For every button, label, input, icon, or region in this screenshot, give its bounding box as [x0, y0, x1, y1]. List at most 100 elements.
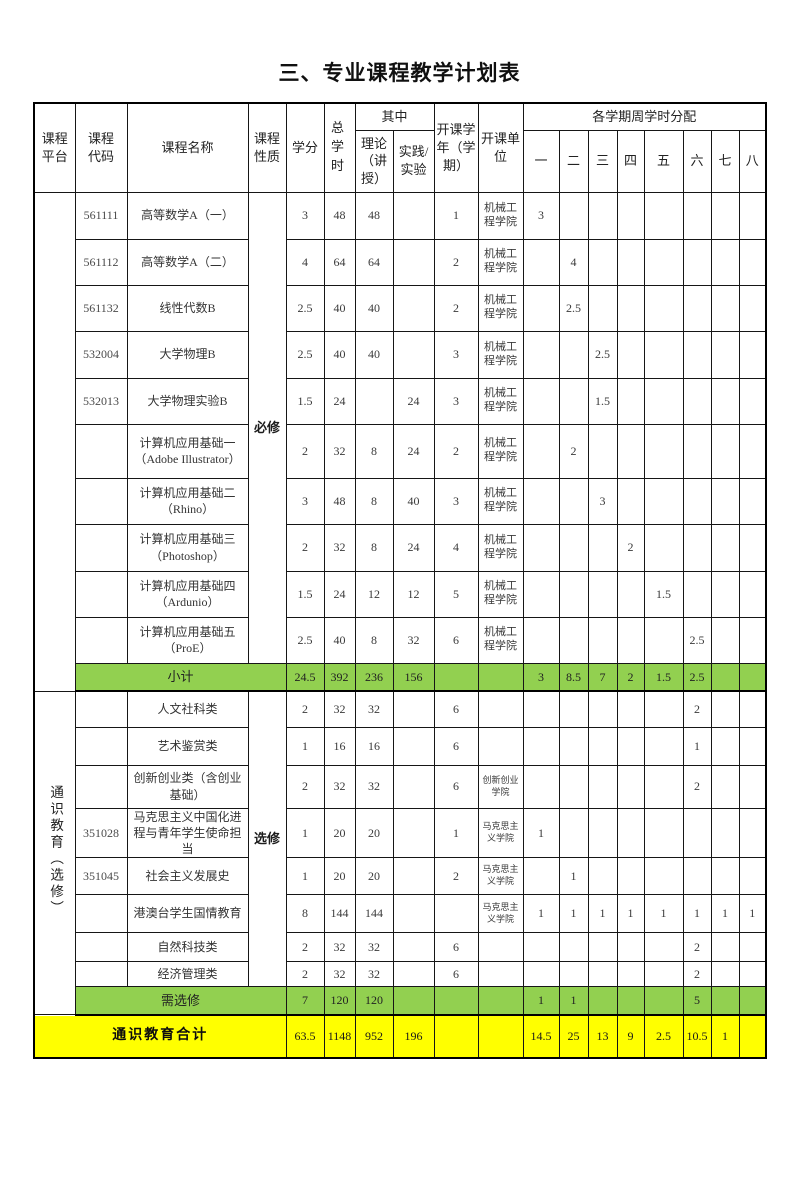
theory-cell: 32: [354, 932, 394, 963]
unit-cell: 马克思主义学院: [477, 807, 524, 859]
weekly-sem-3-cell: [587, 238, 618, 286]
theory-cell: 8: [354, 477, 394, 525]
weekly-sem-6-cell: [682, 477, 712, 525]
weekly-sem-6-cell: [682, 377, 712, 425]
total-cell: 32: [323, 523, 356, 572]
weekly-sem-5-cell: [643, 191, 684, 240]
weekly-sem-2-cell: 8.5: [558, 662, 589, 692]
header-row-1: 课程平台 课程代码 课程名称 课程性质 学分 总学时 其中 开课学年（学期） 开…: [33, 102, 767, 193]
weekly-sem-7-cell: [710, 690, 740, 728]
course-row: 计算机应用基础四（Ardunio） 1.5 24 12 12 5 机械工程学院 1.5: [34, 570, 767, 618]
course-name-cell: 高等数学A（一）: [126, 191, 249, 240]
weekly-sem-8-cell: [738, 764, 767, 809]
theory-cell: 952: [354, 1014, 394, 1059]
weekly-sem-7-cell: [710, 330, 740, 379]
course-code-cell: [74, 932, 128, 963]
weekly-sem-3-cell: [587, 857, 618, 896]
total-cell: 32: [323, 690, 356, 728]
course-name-cell: 大学物理实验B: [126, 377, 249, 425]
course-row: 创新创业类（含创业基础） 2 32 32 6 创新创业学院 2: [34, 764, 767, 809]
total-cell: 40: [323, 284, 356, 332]
theory-cell: 144: [354, 894, 394, 934]
credits-cell: 2: [285, 423, 325, 479]
practice-cell: [392, 986, 435, 1016]
unit-cell: 创新创业学院: [477, 764, 524, 809]
theory-cell: 48: [354, 191, 394, 240]
weekly-sem-6-cell: [682, 523, 712, 572]
weekly-sem-7-cell: [710, 807, 740, 859]
total-cell: 16: [323, 726, 356, 766]
weekly-sem-2-cell: [558, 477, 589, 525]
weekly-sem-8-cell: [738, 857, 767, 896]
total-cell: 32: [323, 932, 356, 963]
term-cell: [433, 894, 479, 934]
weekly-sem-4-cell: [616, 377, 645, 425]
weekly-sem-6-cell: 2: [682, 961, 712, 988]
credits-cell: 1.5: [285, 570, 325, 618]
weekly-sem-4-cell: 2: [616, 662, 645, 692]
weekly-sem-1-cell: 3: [522, 191, 560, 240]
term-cell: 6: [433, 616, 479, 664]
weekly-sem-5-cell: [643, 690, 684, 728]
weekly-sem-7-cell: [710, 523, 740, 572]
weekly-sem-8-cell: [738, 932, 767, 963]
header-practice: 实践/实验: [392, 129, 435, 193]
practice-cell: 40: [392, 477, 435, 525]
weekly-sem-3-cell: 1: [587, 894, 618, 934]
weekly-sem-6-cell: [682, 570, 712, 618]
total-cell: 32: [323, 961, 356, 988]
weekly-sem-2-cell: 2: [558, 423, 589, 479]
weekly-sem-7-cell: [710, 616, 740, 664]
header-weekly-title: 各学期周学时分配: [522, 102, 767, 131]
term-cell: 5: [433, 570, 479, 618]
weekly-sem-1-cell: 1: [522, 807, 560, 859]
course-nature-cell: 选修: [247, 690, 287, 988]
weekly-sem-3-cell: [587, 807, 618, 859]
weekly-sem-7-cell: [710, 726, 740, 766]
unit-cell: [477, 690, 524, 728]
weekly-sem-6-cell: 2: [682, 932, 712, 963]
weekly-sem-1-cell: [522, 423, 560, 479]
weekly-sem-8-cell: [738, 662, 767, 692]
weekly-sem-4-cell: [616, 986, 645, 1016]
practice-cell: [392, 764, 435, 809]
course-code-cell: [74, 423, 128, 479]
weekly-sem-7-cell: [710, 284, 740, 332]
term-cell: 1: [433, 191, 479, 240]
weekly-sem-6-cell: 2: [682, 764, 712, 809]
weekly-sem-1-cell: 1: [522, 894, 560, 934]
page-title: 三、专业课程教学计划表: [278, 61, 521, 85]
weekly-sem-4-cell: [616, 238, 645, 286]
weekly-sem-1-cell: 3: [522, 662, 560, 692]
course-code-cell: [74, 616, 128, 664]
practice-cell: [392, 961, 435, 988]
weekly-sem-1-cell: [522, 238, 560, 286]
theory-cell: 32: [354, 690, 394, 728]
total-cell: 120: [323, 986, 356, 1016]
weekly-sem-8-cell: [738, 191, 767, 240]
weekly-sem-3-cell: 3: [587, 477, 618, 525]
weekly-sem-2-cell: 1: [558, 857, 589, 896]
header-sem-3: 三: [587, 129, 618, 193]
weekly-sem-7-cell: [710, 477, 740, 525]
weekly-sem-3-cell: [587, 570, 618, 618]
weekly-sem-8-cell: [738, 570, 767, 618]
weekly-sem-2-cell: 2.5: [558, 284, 589, 332]
weekly-sem-4-cell: 1: [616, 894, 645, 934]
theory-cell: 8: [354, 423, 394, 479]
document-page: 三、专业课程教学计划表 课程平台 课程代码 课程名称 课程性质 学分 总学时 其…: [0, 57, 799, 1059]
weekly-sem-5-cell: [643, 857, 684, 896]
term-cell: 3: [433, 377, 479, 425]
course-name-cell: 经济管理类: [126, 961, 249, 988]
weekly-sem-3-cell: [587, 961, 618, 988]
header-nature: 课程性质: [247, 102, 287, 193]
weekly-sem-3-cell: 1.5: [587, 377, 618, 425]
unit-cell: 机械工程学院: [477, 523, 524, 572]
header-total-hours: 总学时: [323, 102, 356, 193]
practice-cell: 12: [392, 570, 435, 618]
weekly-sem-7-cell: [710, 191, 740, 240]
weekly-sem-4-cell: [616, 932, 645, 963]
course-row: 532004 大学物理B 2.5 40 40 3 机械工程学院 2.5: [34, 330, 767, 379]
course-code-cell: [74, 570, 128, 618]
header-name: 课程名称: [126, 102, 249, 193]
